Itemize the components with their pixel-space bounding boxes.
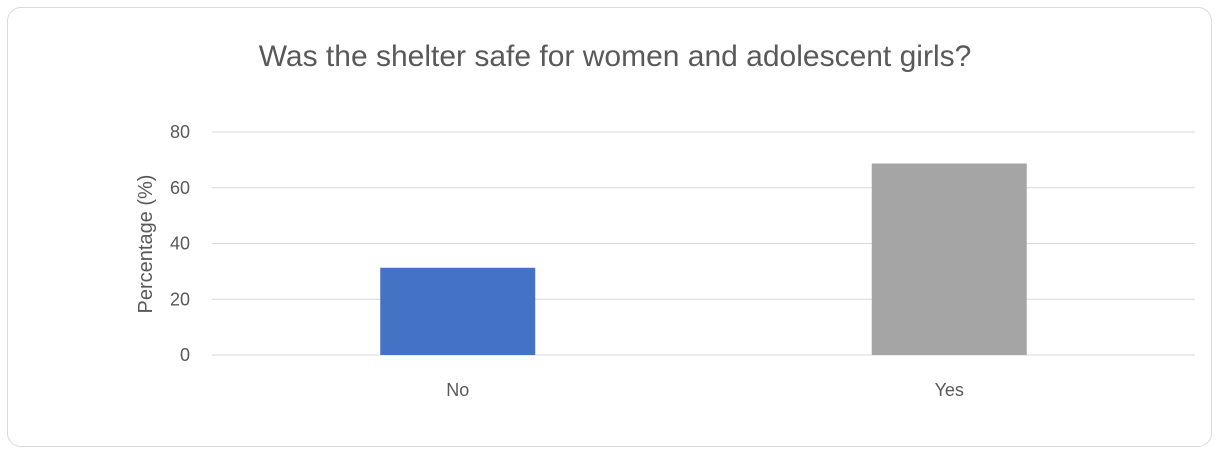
x-tick-labels: No Yes xyxy=(446,380,964,400)
y-axis-label: Percentage (%) xyxy=(135,175,157,314)
bars xyxy=(380,163,1027,355)
bar-no xyxy=(380,267,536,355)
y-tick-label: 80 xyxy=(170,122,190,142)
chart-title: Was the shelter safe for women and adole… xyxy=(259,40,972,73)
bar-yes xyxy=(871,163,1027,355)
y-tick-label: 60 xyxy=(170,178,190,198)
x-tick-label: Yes xyxy=(935,380,964,400)
y-tick-labels: 0 20 40 60 80 xyxy=(170,122,190,365)
x-tick-label: No xyxy=(446,380,469,400)
y-tick-label: 0 xyxy=(180,345,190,365)
y-tick-label: 20 xyxy=(170,289,190,309)
y-tick-label: 40 xyxy=(170,234,190,254)
gridlines xyxy=(212,131,1195,356)
